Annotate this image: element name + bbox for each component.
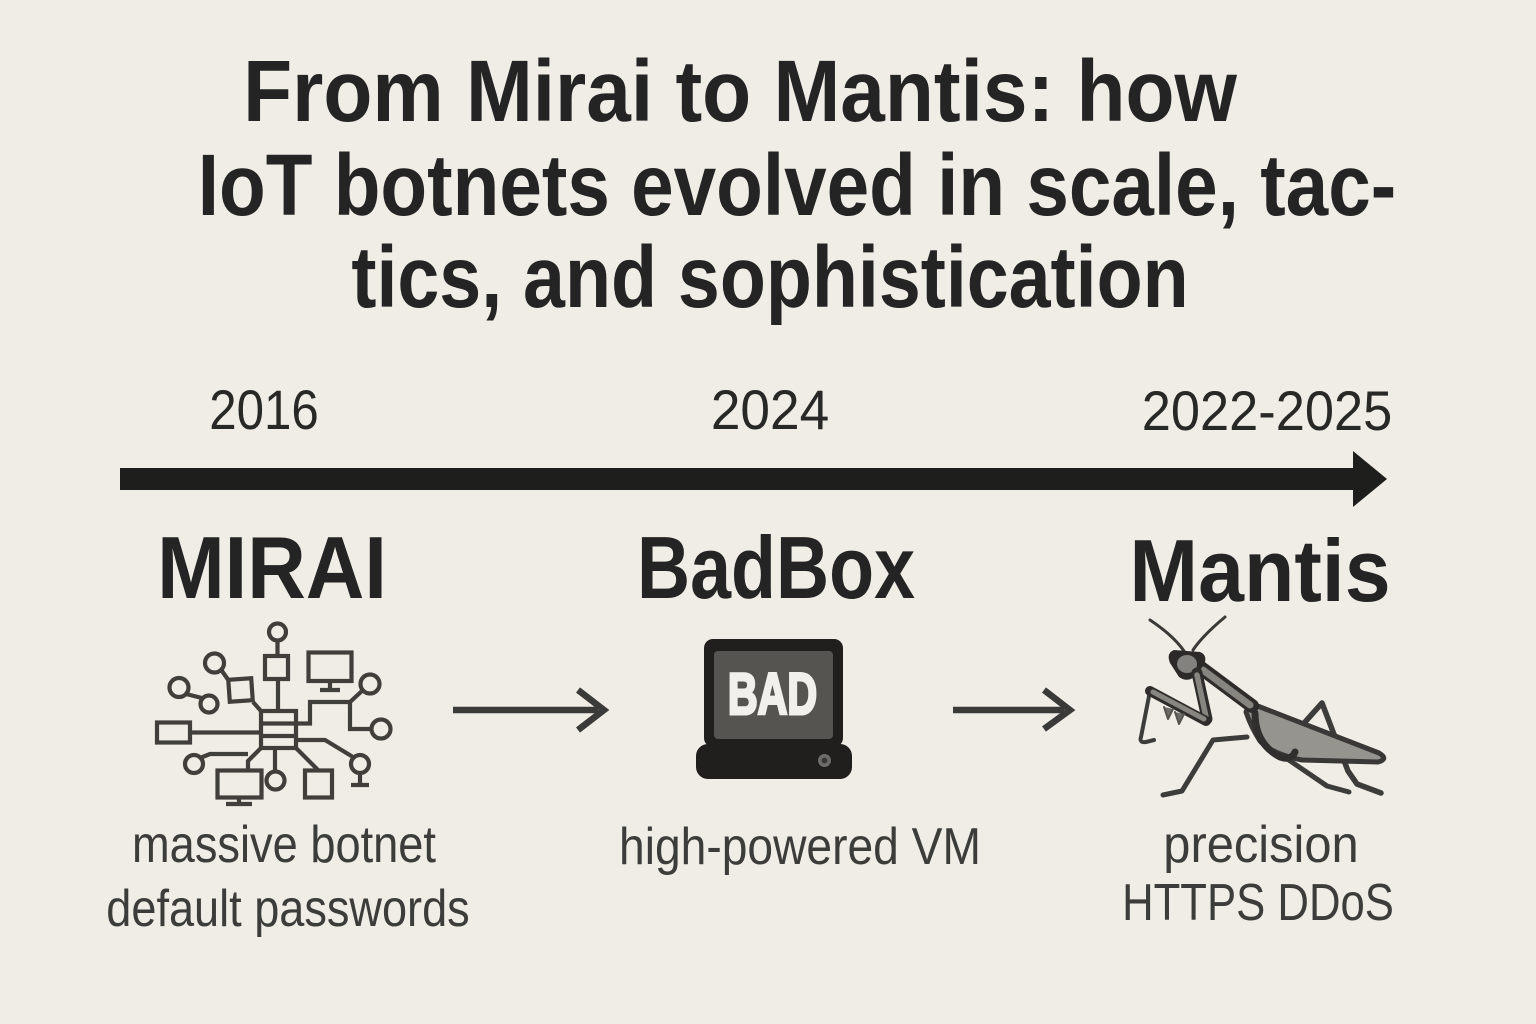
svg-text:BAD: BAD — [728, 661, 817, 727]
